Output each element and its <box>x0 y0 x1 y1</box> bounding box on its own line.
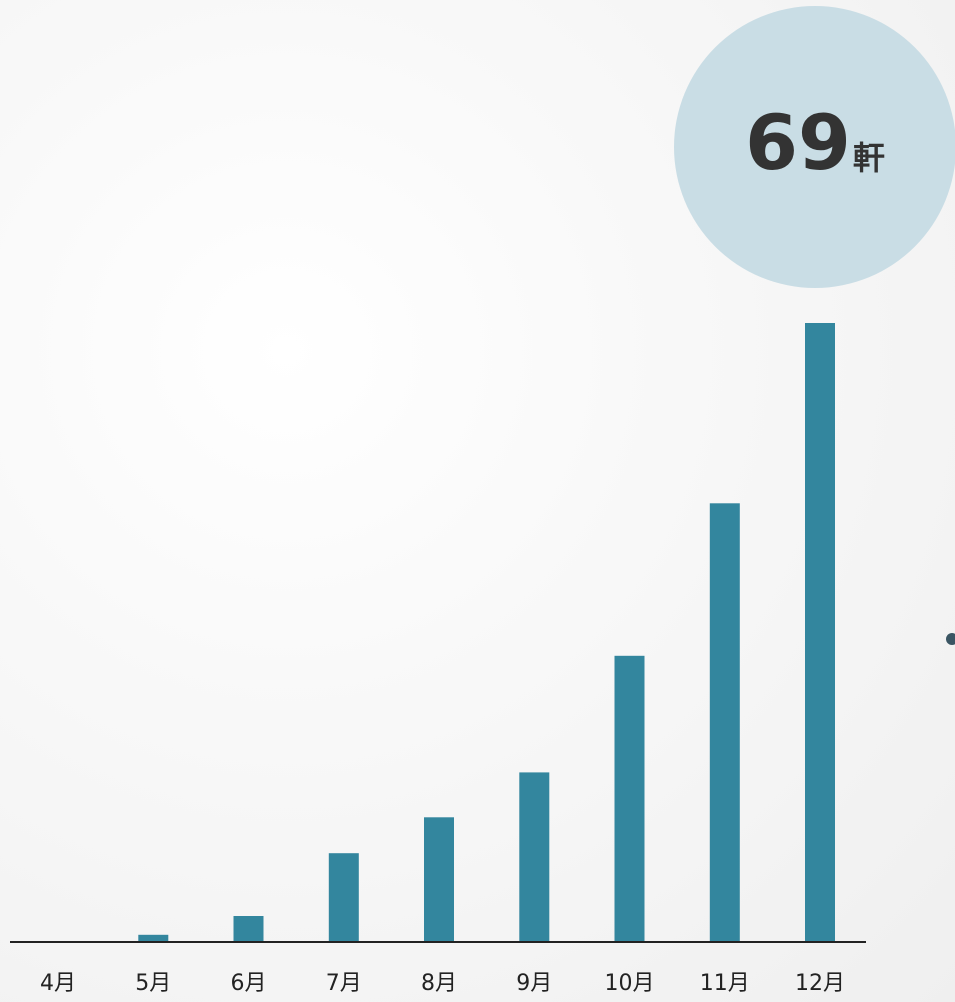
bar-3 <box>233 916 264 942</box>
bar-4 <box>328 853 359 942</box>
x-tick-labels: 4月 5月 6月 7月 8月 9月 10月 11月 12月 <box>40 971 845 996</box>
x-tick-label: 12月 <box>795 971 845 996</box>
total-callout-bubble: 69 軒 <box>674 6 955 288</box>
bar-7 <box>614 655 645 942</box>
x-tick-label: 5月 <box>135 971 171 996</box>
x-tick-label: 8月 <box>421 971 457 996</box>
bar-2 <box>138 934 169 942</box>
total-callout: 69 軒 <box>745 105 885 181</box>
x-tick-label: 10月 <box>605 971 655 996</box>
total-value: 69 <box>745 98 851 187</box>
x-tick-label: 6月 <box>231 971 267 996</box>
x-tick-label: 9月 <box>516 971 552 996</box>
bar-9 <box>805 323 835 942</box>
bar-5 <box>424 817 454 942</box>
x-tick-label: 11月 <box>700 971 750 996</box>
total-unit: 軒 <box>852 139 885 177</box>
x-tick-label: 7月 <box>326 971 362 996</box>
bar-6 <box>519 772 550 942</box>
edge-dot <box>946 633 955 645</box>
x-tick-label: 4月 <box>40 971 76 996</box>
bar-8 <box>709 503 740 942</box>
bars-group <box>138 323 835 942</box>
